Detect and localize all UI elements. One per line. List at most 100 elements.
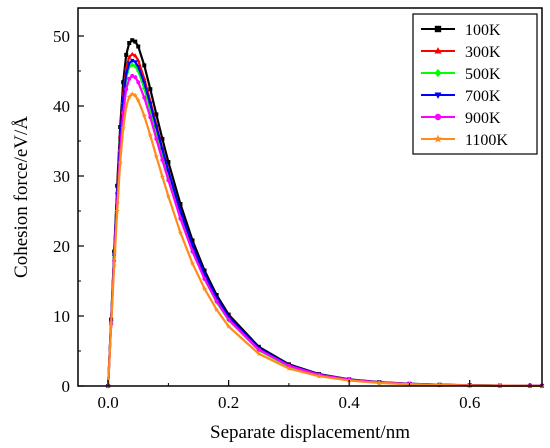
data-point (147, 132, 153, 138)
data-point (127, 54, 132, 59)
data-point (154, 136, 159, 141)
data-point (148, 87, 153, 92)
data-point (434, 113, 442, 121)
data-point (160, 147, 165, 152)
data-point (121, 80, 126, 85)
data-point (256, 351, 262, 357)
data-point (124, 72, 129, 77)
data-point (124, 52, 129, 57)
data-point (178, 216, 183, 221)
data-point (130, 51, 135, 56)
legend-item: 1100K (421, 132, 508, 149)
x-axis-title: Separate displacement/nm (210, 422, 410, 443)
data-point (133, 60, 138, 65)
x-tick-label: 0.2 (218, 393, 239, 412)
data-point (165, 193, 172, 199)
legend: 100K 300K 500K 700K 900K 1100K (412, 13, 538, 155)
data-point (142, 81, 147, 86)
legend-label: 1100K (465, 132, 508, 149)
data-point (133, 53, 138, 58)
legend-item: 300K (421, 44, 501, 61)
data-point (436, 382, 443, 388)
data-point (202, 276, 207, 281)
data-point (190, 249, 195, 254)
data-point (153, 153, 159, 159)
series-layer (105, 38, 545, 389)
data-point (214, 299, 219, 304)
data-point (148, 115, 153, 120)
data-point (225, 323, 232, 329)
data-point (154, 112, 159, 117)
data-point (130, 62, 135, 68)
legend-item: 700K (421, 88, 501, 105)
data-point (434, 68, 442, 78)
data-point (166, 178, 171, 183)
data-point (434, 47, 442, 54)
data-point (159, 173, 166, 179)
data-point (130, 73, 135, 78)
plot-frame (77, 7, 543, 387)
data-point (129, 91, 135, 97)
data-point (126, 94, 132, 100)
data-point (256, 347, 261, 352)
legend-label: 500K (465, 66, 501, 83)
data-point (148, 102, 153, 107)
data-point (136, 68, 141, 74)
y-tick-label: 30 (53, 167, 70, 186)
y-axis: 0 10 20 30 40 50 (53, 27, 84, 396)
data-point (117, 159, 123, 165)
data-point (124, 87, 129, 92)
x-axis: 0.0 0.2 0.4 0.6 (98, 380, 531, 412)
data-point (226, 312, 231, 317)
data-point (178, 202, 183, 206)
legend-label: 700K (465, 88, 501, 105)
data-point (202, 268, 207, 273)
data-point (434, 25, 442, 33)
data-point (142, 95, 147, 100)
data-point (286, 365, 292, 371)
legend-label: 300K (465, 44, 501, 61)
data-point (114, 208, 120, 214)
y-axis-title: Cohesion force/eV/Å (11, 116, 32, 278)
data-point (213, 306, 220, 312)
data-point (141, 113, 147, 119)
data-point (135, 97, 141, 103)
data-point (127, 76, 132, 81)
data-point (130, 58, 135, 63)
data-point (154, 125, 159, 130)
data-point (123, 103, 129, 109)
series-line (107, 92, 543, 388)
data-point (434, 92, 442, 99)
data-point (127, 41, 132, 45)
y-tick-label: 40 (53, 97, 70, 116)
y-tick-label: 20 (53, 237, 70, 256)
data-point (202, 272, 207, 277)
data-point (178, 209, 183, 214)
y-tick-label: 50 (53, 27, 70, 46)
data-point (120, 125, 126, 131)
data-point (190, 243, 195, 248)
data-point (189, 260, 196, 266)
legend-label: 100K (465, 22, 501, 39)
y-tick-label: 10 (53, 307, 70, 326)
data-point (136, 80, 141, 85)
data-point (111, 262, 117, 268)
data-point (201, 285, 208, 291)
data-point (130, 38, 135, 43)
data-point (142, 63, 147, 68)
data-point (190, 238, 195, 243)
legend-item: 100K (421, 22, 501, 39)
legend-item: 900K (421, 110, 501, 127)
x-tick-label: 0.0 (98, 393, 119, 412)
data-point (160, 136, 165, 141)
legend-box (412, 13, 538, 155)
data-point (214, 293, 219, 297)
data-point (108, 323, 114, 329)
data-point (160, 157, 165, 162)
x-tick-label: 0.4 (339, 393, 361, 412)
data-point (133, 39, 138, 44)
data-point (376, 380, 382, 386)
data-point (133, 75, 138, 80)
y-tick-label: 0 (62, 377, 71, 396)
